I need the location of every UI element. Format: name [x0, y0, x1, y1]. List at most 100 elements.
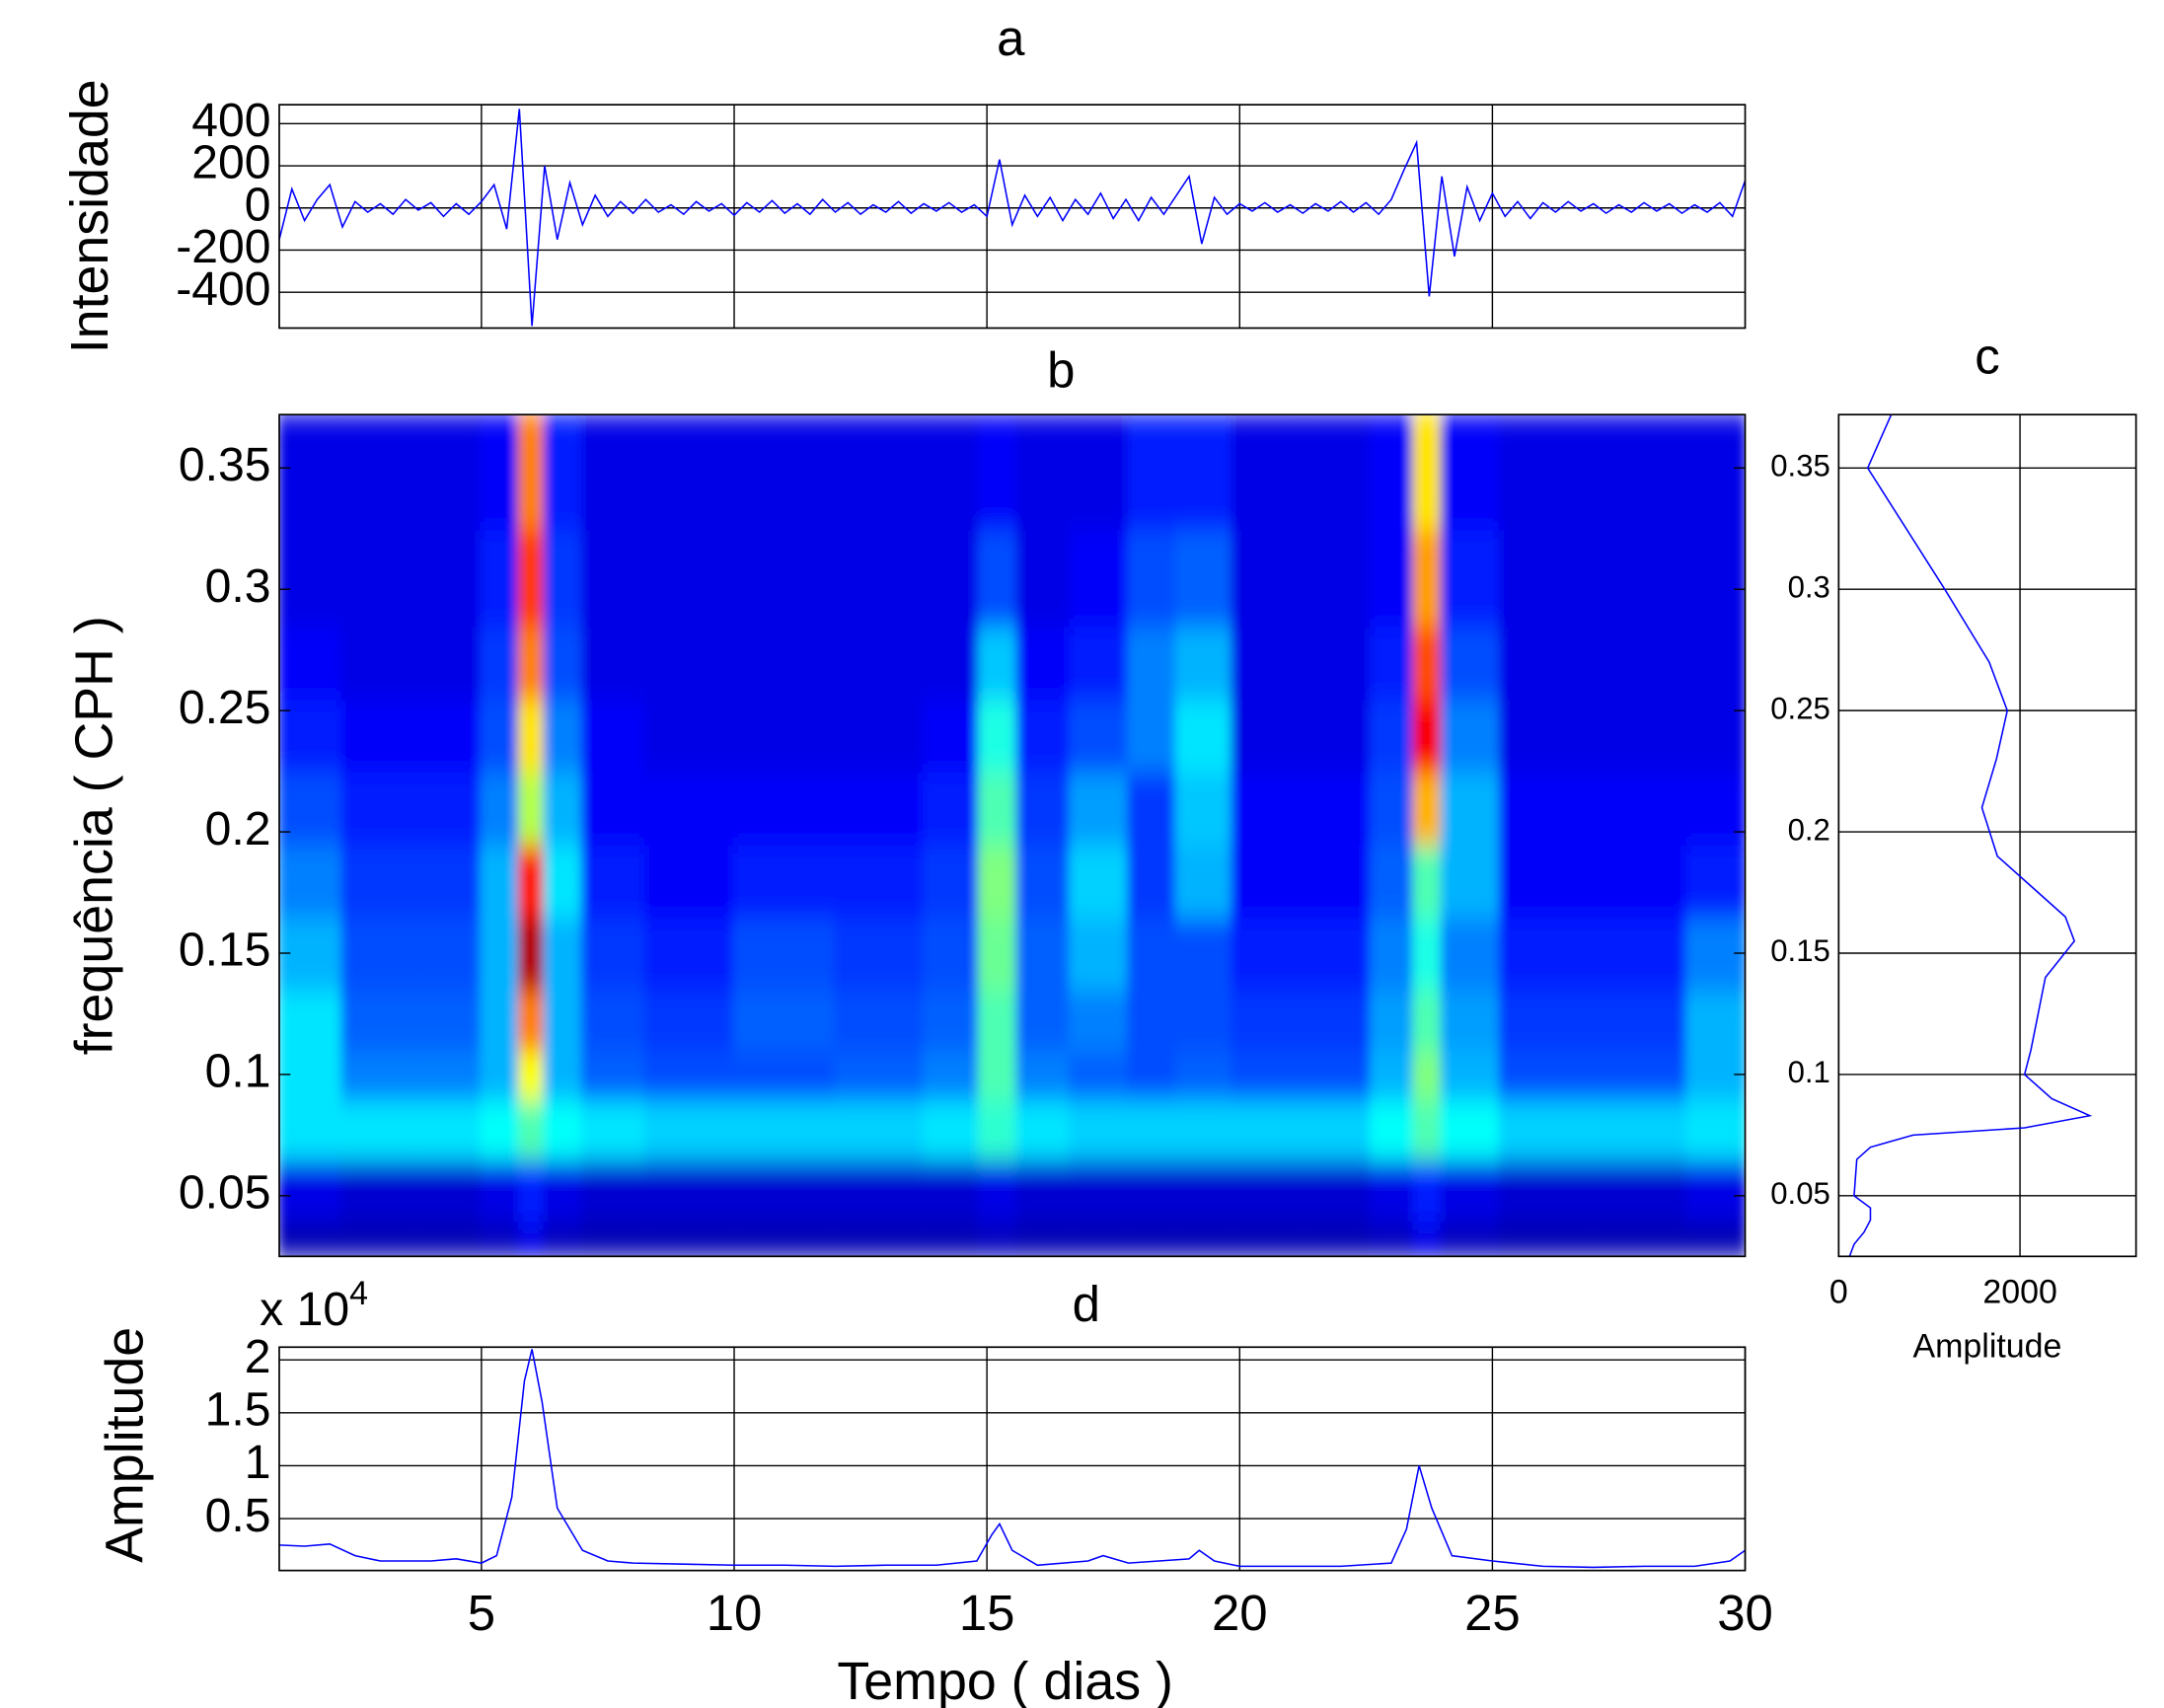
heatmap-cell	[643, 842, 736, 919]
x-tick-label: 2000	[1982, 1273, 2057, 1310]
heatmap-cell	[834, 988, 926, 1052]
x-tick-label: 15	[959, 1585, 1015, 1641]
heatmap-cell	[1592, 915, 1689, 992]
heatmap-cell	[978, 915, 1019, 992]
heatmap-cell	[517, 1097, 547, 1161]
heatmap-cell	[1127, 842, 1178, 919]
heatmap-cell	[978, 1048, 1019, 1100]
heatmap-cell	[1440, 988, 1502, 1052]
heatmap-cell	[480, 915, 521, 992]
heatmap-cell	[1069, 988, 1130, 1052]
heatmap-cell	[1685, 624, 1746, 701]
heatmap-cell	[1370, 1048, 1416, 1100]
heatmap-cell	[922, 1048, 981, 1100]
heatmap-cell	[1127, 1157, 1178, 1222]
data-line	[278, 109, 1747, 327]
heatmap-cell	[1498, 624, 1596, 701]
heatmap-cell	[1370, 770, 1416, 846]
heatmap-cell	[1301, 1097, 1373, 1161]
heatmap-cell	[1231, 414, 1305, 531]
heatmap-cell	[978, 1219, 1019, 1257]
heatmap-cell	[416, 1048, 484, 1100]
heatmap-cell	[978, 527, 1019, 628]
heatmap-cell	[1015, 988, 1073, 1052]
heatmap-cell	[1498, 770, 1596, 846]
heatmap-cell	[278, 1097, 344, 1161]
heatmap-cell	[1592, 1219, 1689, 1257]
heatmap-cell	[1498, 1157, 1596, 1222]
heatmap-cell	[278, 1157, 344, 1222]
heatmap-cell	[1069, 1157, 1130, 1222]
heatmap-cell	[517, 414, 547, 531]
heatmap-cell	[732, 1219, 837, 1257]
heatmap-cell	[834, 414, 926, 531]
heatmap-cell	[732, 527, 837, 628]
heatmap-cell	[1412, 770, 1444, 846]
y-tick-label: 0.2	[205, 802, 271, 855]
heatmap-cell	[1174, 527, 1234, 628]
y-axis-label: Amplitude	[95, 1327, 154, 1563]
heatmap-cell	[543, 1048, 584, 1100]
heatmap-cell	[1127, 414, 1178, 531]
heatmap-cell	[543, 527, 584, 628]
heatmap-cell	[480, 1219, 521, 1257]
heatmap-cell	[1592, 1097, 1689, 1161]
heatmap-cell	[1370, 624, 1416, 701]
heatmap-cell	[1370, 414, 1416, 531]
heatmap-cell	[1498, 988, 1596, 1052]
heatmap-cell	[517, 1048, 547, 1100]
heatmap-cell	[1370, 988, 1416, 1052]
heatmap-cell	[1231, 915, 1305, 992]
heatmap-cell	[1412, 1219, 1444, 1257]
heatmap-cell	[480, 988, 521, 1052]
heatmap-cell	[1440, 624, 1502, 701]
heatmap-cell	[340, 1219, 420, 1257]
heatmap-cell	[543, 1219, 584, 1257]
heatmap-cell	[1174, 414, 1234, 531]
heatmap-cell	[922, 527, 981, 628]
heatmap-cell	[340, 1157, 420, 1222]
heatmap-cell	[1592, 1048, 1689, 1100]
heatmap-cell	[1069, 1219, 1130, 1257]
heatmap-cell	[922, 1219, 981, 1257]
heatmap-cell	[1685, 697, 1746, 774]
heatmap-cell	[1412, 624, 1444, 701]
y-tick-label: 0.05	[1770, 1176, 1830, 1211]
heatmap-cell	[978, 414, 1019, 531]
heatmap-cell	[1174, 988, 1234, 1052]
heatmap-cell	[1069, 414, 1130, 531]
heatmap-cell	[732, 697, 837, 774]
y-tick-label: 0.15	[1770, 933, 1830, 968]
heatmap-cell	[543, 1097, 584, 1161]
heatmap-cell	[278, 697, 344, 774]
x-tick-label: 5	[468, 1585, 495, 1641]
heatmap-cell	[1127, 988, 1178, 1052]
axes-frame	[278, 1346, 1747, 1572]
heatmap-cell	[1015, 842, 1073, 919]
heatmap-cell	[1370, 697, 1416, 774]
heatmap-cell	[922, 1157, 981, 1222]
y-tick-label: 400	[191, 94, 270, 147]
heatmap-cell	[732, 988, 837, 1052]
heatmap-cell	[732, 1097, 837, 1161]
heatmap-cell	[580, 1157, 647, 1222]
heatmap-cell	[1440, 697, 1502, 774]
heatmap-cell	[1412, 988, 1444, 1052]
heatmap-cell	[1301, 770, 1373, 846]
heatmap-cell	[1498, 1219, 1596, 1257]
y-tick-label: 0.3	[205, 559, 271, 613]
heatmap-cell	[580, 988, 647, 1052]
heatmap-cell	[1069, 697, 1130, 774]
heatmap-cell	[1174, 697, 1234, 774]
heatmap-cell	[1592, 414, 1689, 531]
y-tick-label: 2	[245, 1330, 271, 1383]
heatmap-cell	[480, 1157, 521, 1222]
heatmap-cell	[1174, 624, 1234, 701]
heatmap-cell	[834, 1048, 926, 1100]
y-tick-label: 0.35	[179, 438, 271, 491]
heatmap-cell	[1231, 770, 1305, 846]
heatmap-cell	[416, 915, 484, 992]
data-line	[1848, 413, 2093, 1257]
heatmap-cell	[978, 1157, 1019, 1222]
